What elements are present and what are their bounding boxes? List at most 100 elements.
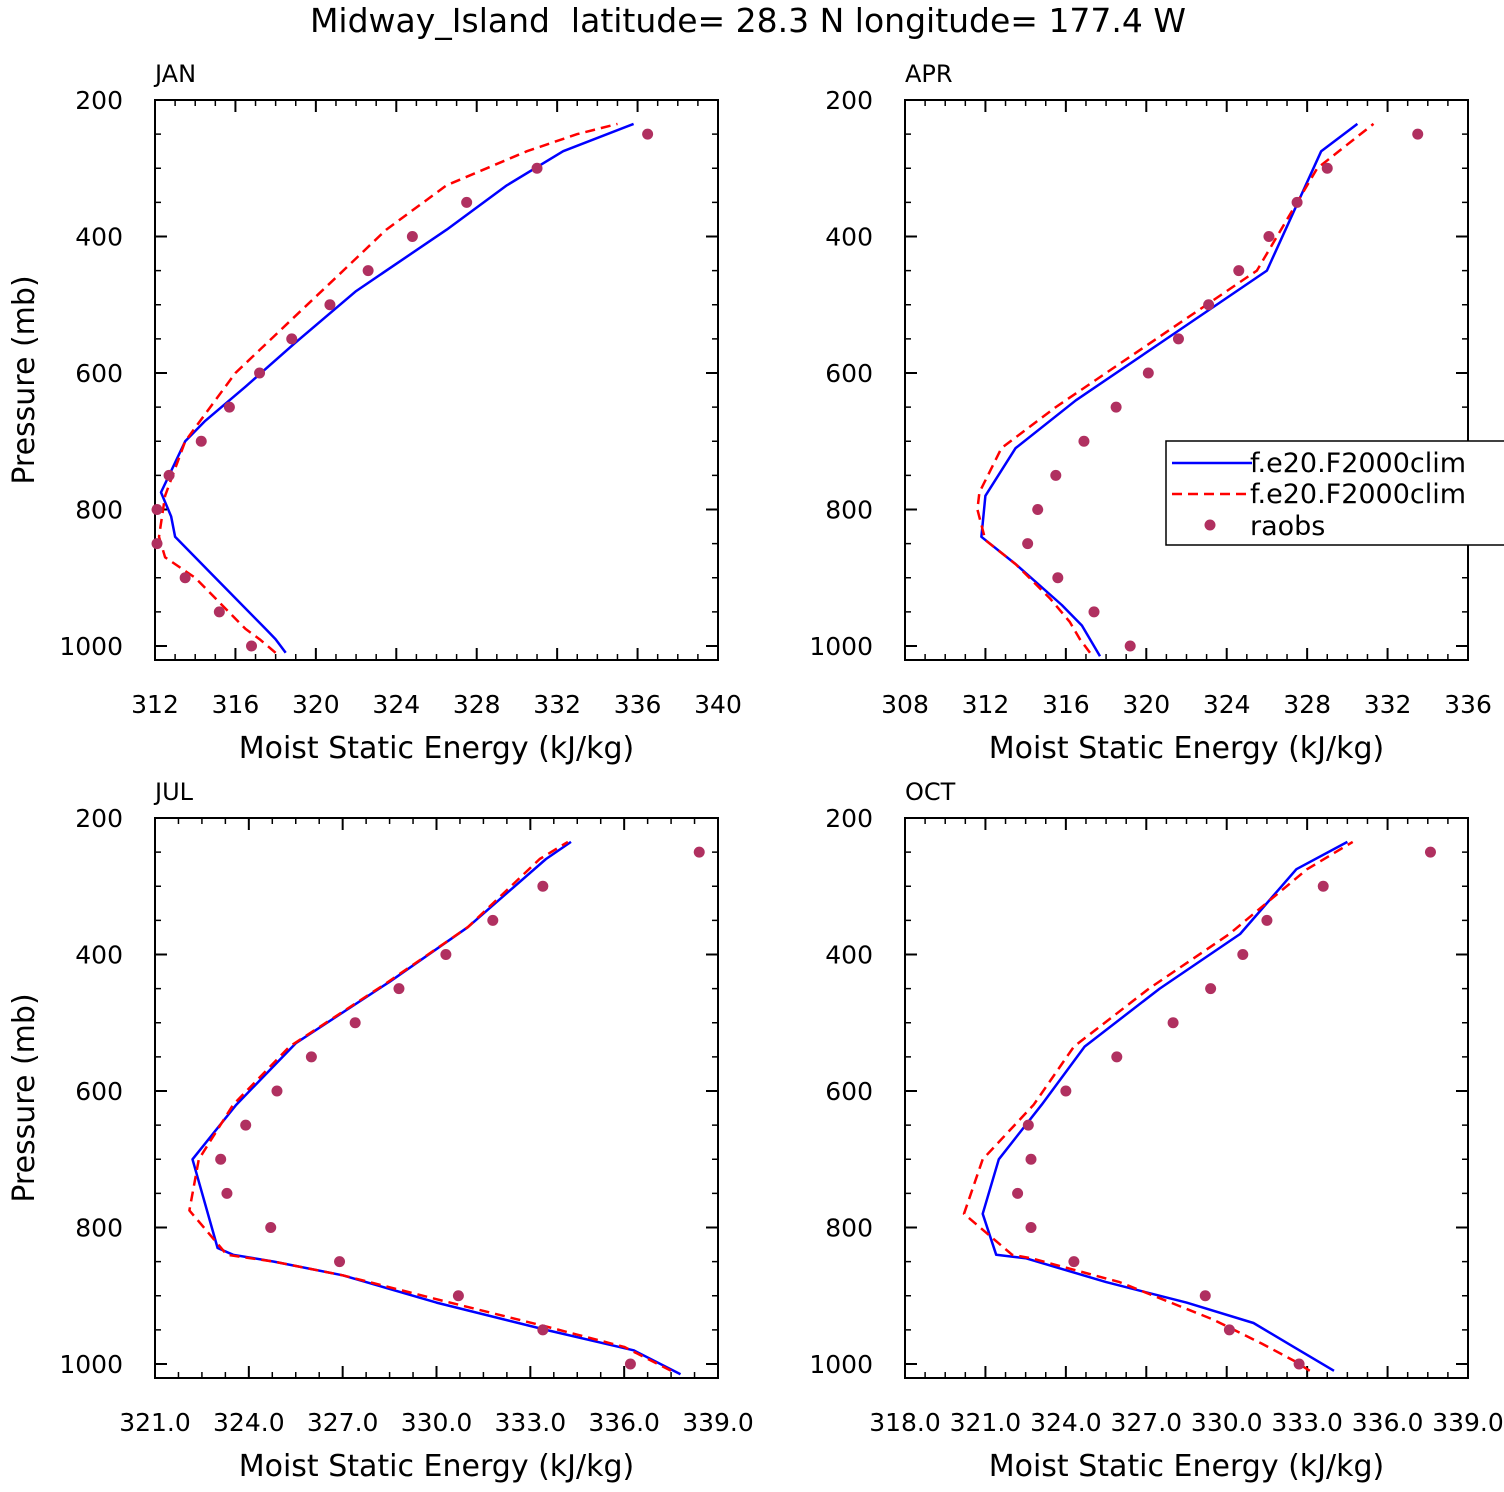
- x-axis-label: Moist Static Energy (kJ/kg): [239, 1449, 635, 1484]
- x-tick-label: 330.0: [1191, 1408, 1263, 1437]
- figure-title: Midway_Island latitude= 28.3 N longitude…: [310, 1, 1186, 40]
- x-tick-label: 336: [614, 690, 662, 719]
- legend: f.e20.F2000clim f.e20.F2000clim raobs: [1165, 440, 1504, 546]
- raobs-point: [406, 231, 418, 242]
- raobs-point: [349, 1017, 361, 1029]
- x-tick-label: 336.0: [588, 1408, 660, 1437]
- panel-title: JAN: [153, 60, 196, 88]
- raobs-point: [693, 846, 705, 858]
- raobs-point: [362, 265, 374, 277]
- raobs-point: [1022, 1119, 1034, 1131]
- raobs-point: [1050, 469, 1062, 481]
- legend-swatch-dot: [1204, 519, 1216, 531]
- raobs-point: [265, 1222, 277, 1233]
- raobs-point: [213, 606, 225, 618]
- y-tick-label: 1000: [809, 1350, 873, 1379]
- x-tick-label: 324: [372, 690, 420, 719]
- series-line-solid: [191, 840, 682, 1376]
- legend-label-raobs: raobs: [1250, 511, 1325, 542]
- x-tick-label: 318.0: [869, 1408, 941, 1437]
- raobs-point: [1022, 538, 1034, 550]
- series-line-dashed: [962, 840, 1354, 1372]
- raobs-point: [286, 333, 298, 345]
- y-tick-label: 600: [75, 1077, 123, 1106]
- raobs-point: [254, 367, 266, 379]
- y-axis-label: Pressure (mb): [7, 275, 42, 484]
- raobs-point: [440, 949, 452, 960]
- x-axis-label: Moist Static Energy (kJ/kg): [989, 1449, 1385, 1484]
- x-tick-label: 316: [1042, 690, 1090, 719]
- raobs-point: [1293, 1358, 1305, 1370]
- raobs-point: [1012, 1187, 1024, 1199]
- raobs-point: [334, 1256, 346, 1268]
- y-tick-label: 600: [825, 359, 873, 388]
- raobs-point: [452, 1290, 464, 1302]
- x-tick-label: 321.0: [950, 1408, 1022, 1437]
- panel-apr: 308 312 316 320 324 328 332 336 200 400 600 800 1000…: [809, 60, 1491, 766]
- x-tick-label: 327.0: [1110, 1408, 1182, 1437]
- x-tick-label: 324: [1203, 690, 1251, 719]
- x-tick-label: 320: [1122, 690, 1170, 719]
- raobs-point: [151, 504, 163, 515]
- raobs-point: [163, 469, 175, 481]
- plot-frame: [904, 817, 1469, 1379]
- series-line-solid: [159, 122, 635, 654]
- x-tick-label: 333.0: [495, 1408, 567, 1437]
- raobs-point: [1203, 299, 1215, 311]
- y-tick-label: 200: [825, 86, 873, 115]
- y-tick-label: 400: [75, 941, 123, 970]
- raobs-point: [1068, 1256, 1080, 1268]
- raobs-point: [1261, 914, 1273, 926]
- panel-title: APR: [905, 60, 953, 88]
- y-tick-label: 400: [825, 223, 873, 252]
- raobs-point: [151, 538, 163, 550]
- raobs-point: [531, 162, 543, 174]
- raobs-point: [393, 983, 405, 995]
- raobs-point: [324, 299, 336, 311]
- raobs-point: [1424, 846, 1436, 858]
- y-tick-label: 800: [75, 496, 123, 525]
- raobs-point: [1025, 1153, 1037, 1165]
- raobs-point: [221, 1187, 233, 1199]
- raobs-point: [1199, 1290, 1211, 1302]
- raobs-point: [1124, 640, 1136, 652]
- y-tick-label: 800: [75, 1214, 123, 1243]
- raobs-point: [1088, 606, 1100, 618]
- y-tick-label: 400: [825, 941, 873, 970]
- raobs-point: [461, 196, 473, 208]
- raobs-point: [1412, 128, 1424, 140]
- x-tick-label: 332: [533, 690, 581, 719]
- raobs-point: [1167, 1017, 1179, 1029]
- x-axis-label: Moist Static Energy (kJ/kg): [989, 731, 1385, 766]
- raobs-point: [537, 1324, 549, 1336]
- raobs-point: [1237, 949, 1249, 960]
- raobs-point: [305, 1051, 317, 1063]
- raobs-point: [240, 1119, 252, 1131]
- x-tick-label: 320: [292, 690, 340, 719]
- x-tick-label: 327.0: [307, 1408, 379, 1437]
- raobs-point: [223, 401, 235, 413]
- x-tick-label: 316: [212, 690, 260, 719]
- raobs-point: [1223, 1324, 1235, 1336]
- x-tick-label: 312: [962, 690, 1010, 719]
- raobs-point: [1060, 1085, 1072, 1097]
- x-tick-label: 339.0: [1432, 1408, 1504, 1437]
- y-tick-label: 800: [825, 1214, 873, 1243]
- x-tick-label: 339.0: [682, 1408, 754, 1437]
- y-tick-label: 600: [75, 359, 123, 388]
- raobs-point: [1052, 572, 1064, 584]
- raobs-point: [1111, 1051, 1123, 1063]
- y-tick-label: 1000: [59, 1350, 123, 1379]
- x-tick-label: 308: [881, 690, 929, 719]
- raobs-point: [1142, 367, 1154, 379]
- series-line-dashed: [976, 122, 1375, 654]
- x-tick-label: 332: [1364, 690, 1412, 719]
- y-axis-label: Pressure (mb): [7, 993, 42, 1202]
- y-tick-label: 400: [75, 223, 123, 252]
- x-tick-label: 312: [131, 690, 179, 719]
- raobs-point: [487, 914, 499, 926]
- raobs-point: [1172, 333, 1184, 345]
- raobs-point: [1032, 504, 1044, 515]
- x-tick-label: 328: [453, 690, 501, 719]
